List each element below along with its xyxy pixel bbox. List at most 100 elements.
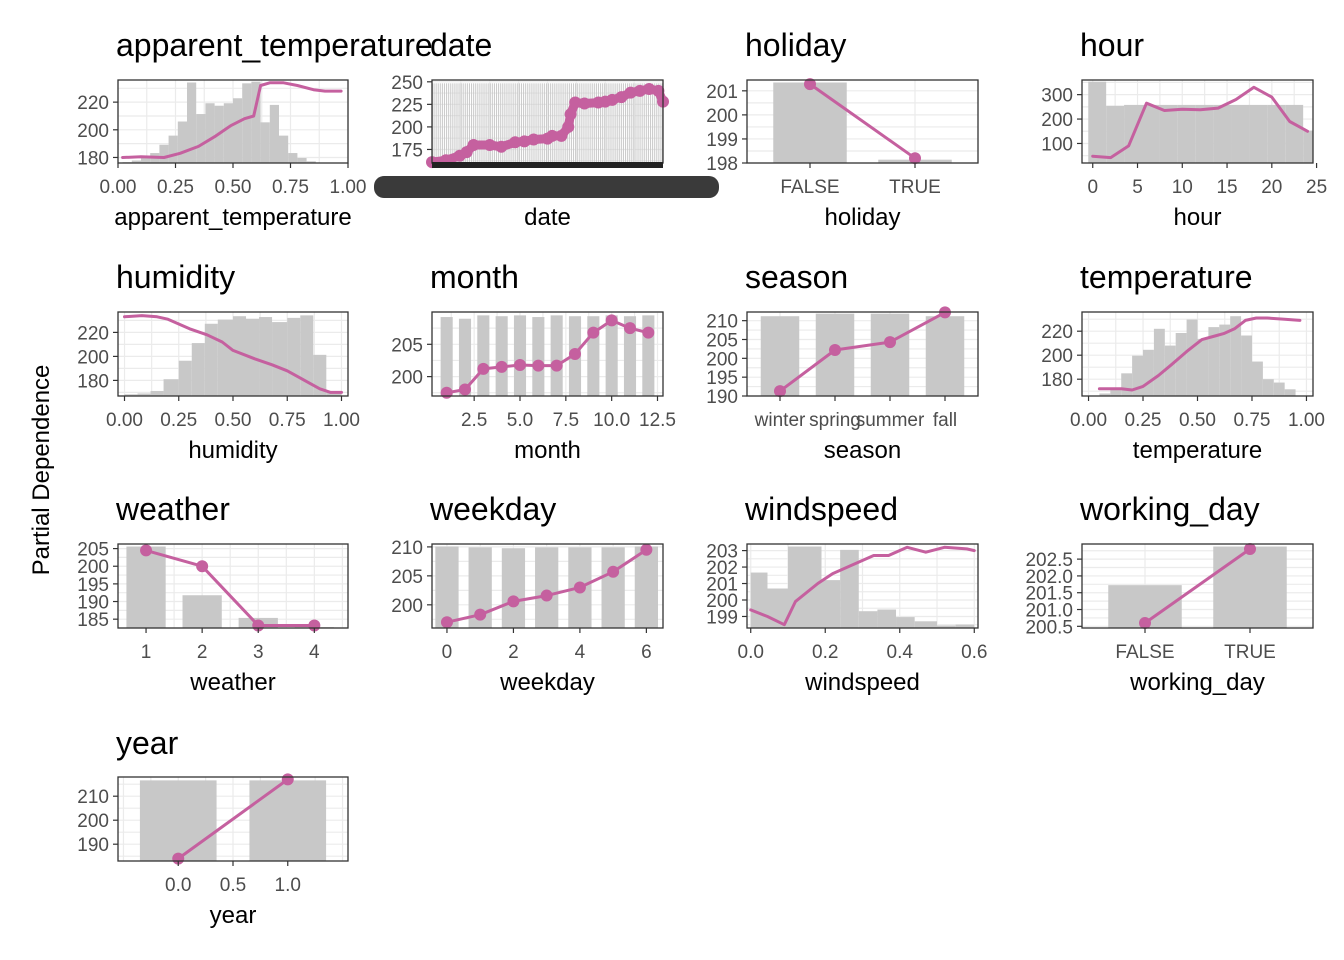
x-axis-label-temperature: temperature [1133, 437, 1262, 464]
panel-frame [746, 311, 979, 397]
pd-point [624, 86, 637, 99]
distribution-bar [131, 160, 141, 163]
distribution-bar [937, 625, 956, 628]
distribution-bar [646, 83, 648, 163]
distribution-bar [511, 83, 513, 163]
x-tick-label: 0.0 [165, 875, 191, 896]
y-tick-label: 190 [706, 387, 738, 408]
x-tick-label: 10 [1172, 177, 1193, 198]
distribution-bar [1177, 104, 1196, 163]
pd-point [909, 152, 921, 165]
panel-temperature: temperature 180 200 220 0.00 0.25 0.50 0.75 1.00… [1041, 259, 1325, 464]
distribution-bar [549, 83, 551, 163]
y-tick-label: 199 [706, 607, 738, 628]
distribution-bar [233, 98, 243, 163]
x-tick-label: 0.75 [1233, 410, 1270, 431]
distribution-bar [300, 315, 314, 396]
distribution-bar [522, 83, 524, 163]
pd-line [144, 548, 316, 627]
distribution-bar [557, 83, 559, 163]
pd-point [477, 362, 490, 375]
x-tick-label: FALSE [1115, 642, 1174, 663]
y-tick-label: 201 [706, 82, 738, 103]
distribution-bar [139, 780, 217, 861]
distribution-bar [877, 609, 897, 628]
distribution-bar [434, 83, 436, 163]
distribution-bar [623, 83, 624, 163]
y-tick-label: 205 [391, 335, 423, 356]
pd-line [778, 310, 947, 393]
y-tick-label: 195 [77, 575, 109, 596]
y-tick-label: 200 [706, 349, 738, 370]
distribution-bar [659, 83, 661, 163]
x-axis-label-working-day: working_day [1129, 669, 1265, 696]
pd-point [281, 773, 294, 786]
pd-point [440, 386, 453, 399]
distribution-bar [474, 83, 476, 163]
distribution-bars [139, 780, 327, 861]
x-tick-label: summer [856, 410, 925, 431]
x-tick-label: TRUE [1224, 642, 1276, 663]
distribution-bar [306, 161, 316, 163]
distribution-bar [787, 546, 822, 628]
y-tick-label: 203 [706, 542, 738, 563]
panel-year: year 190 200 210 0.0 0.5 1.0 year [77, 725, 349, 929]
distribution-bar [607, 83, 609, 163]
distribution-bar [561, 83, 563, 163]
panel-title-year: year [116, 725, 179, 761]
y-tick-label: 201.0 [1025, 601, 1073, 622]
x-tick-label: 20 [1261, 177, 1282, 198]
x-tick-label: 0.00 [100, 177, 137, 198]
distribution-bar [760, 316, 800, 396]
y-tick-label: 200.5 [1025, 617, 1073, 638]
x-axis-label-weather: weather [189, 669, 275, 696]
distribution-bar [1241, 335, 1252, 396]
distribution-bar [196, 114, 206, 163]
x-tick-label: 5.0 [507, 410, 533, 431]
distribution-bar [955, 624, 975, 628]
y-tick-label: 190 [77, 835, 109, 856]
x-tick-label: 0.25 [157, 177, 194, 198]
pd-line [121, 81, 343, 159]
x-tick-label: 1 [141, 642, 152, 663]
distribution-bar [467, 83, 469, 163]
panel-frame [1081, 79, 1314, 164]
x-tick-label: 2 [197, 642, 208, 663]
x-tick-label: 4 [309, 642, 320, 663]
distribution-bar [1285, 104, 1304, 163]
pd-point [804, 78, 816, 91]
x-tick-label: 15 [1216, 177, 1237, 198]
distribution-bar [168, 135, 178, 163]
distribution-bar [205, 103, 215, 163]
distribution-bar [544, 83, 546, 163]
distribution-bar [469, 83, 470, 163]
x-tick-label: 2 [508, 642, 519, 663]
pd-point [474, 608, 487, 621]
x-tick-label: 0.75 [269, 410, 306, 431]
y-tick-label: 198 [706, 154, 738, 175]
panel-humidity: humidity 180 200 220 0.00 0.25 0.50 0.75 1.00 hum… [77, 259, 360, 464]
distribution-bar [750, 572, 768, 628]
y-tick-label: 180 [77, 148, 109, 169]
x-tick-label: 1.00 [330, 177, 367, 198]
distribution-bar [551, 83, 553, 163]
distribution-bar [619, 83, 621, 163]
x-axis-label-holiday: holiday [824, 204, 900, 231]
y-tick-label: 200 [77, 811, 109, 832]
distribution-bar [482, 83, 484, 163]
distribution-bar [1267, 104, 1286, 163]
distribution-bar [559, 83, 561, 163]
panel-frame [746, 543, 979, 629]
gridlines [747, 544, 978, 628]
distribution-bar [260, 122, 270, 163]
y-tick-label: 202 [706, 558, 738, 579]
panel-title-weekday: weekday [429, 491, 556, 527]
x-tick-label: 0.25 [160, 410, 197, 431]
pd-point [1244, 543, 1256, 556]
distribution-bar [596, 83, 598, 163]
y-tick-label: 180 [77, 371, 109, 392]
pd-point [774, 385, 786, 398]
y-tick-label: 200 [1041, 110, 1073, 131]
